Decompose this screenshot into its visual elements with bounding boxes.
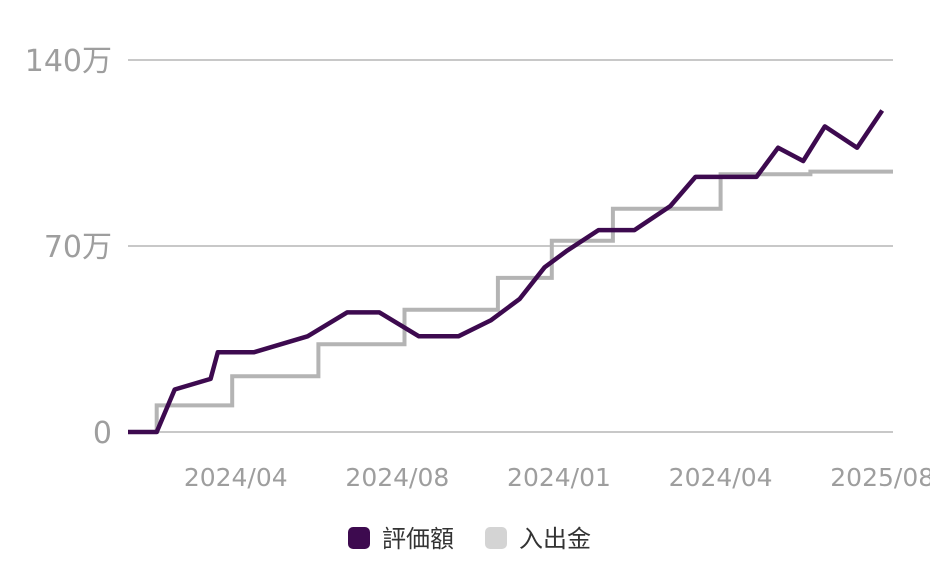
y-tick-label-1: 70万	[44, 230, 112, 265]
series-line-cashflow	[128, 169, 893, 434]
x-tick-label-1: 2024/08	[345, 463, 449, 492]
x-tick-label-2: 2024/01	[507, 463, 611, 492]
x-tick-label-0: 2024/04	[184, 463, 288, 492]
legend-swatch-0	[348, 527, 370, 549]
series-line-valuation	[128, 109, 885, 435]
x-tick-label-3: 2024/04	[669, 463, 773, 492]
y-tick-label-2: 140万	[25, 44, 112, 79]
y-tick-label-0: 0	[93, 416, 112, 451]
legend-label-0: 評価額	[382, 525, 454, 553]
legend-swatch-1	[485, 527, 507, 549]
legend-label-1: 入出金	[519, 525, 591, 553]
x-tick-label-4: 2025/08	[830, 463, 930, 492]
